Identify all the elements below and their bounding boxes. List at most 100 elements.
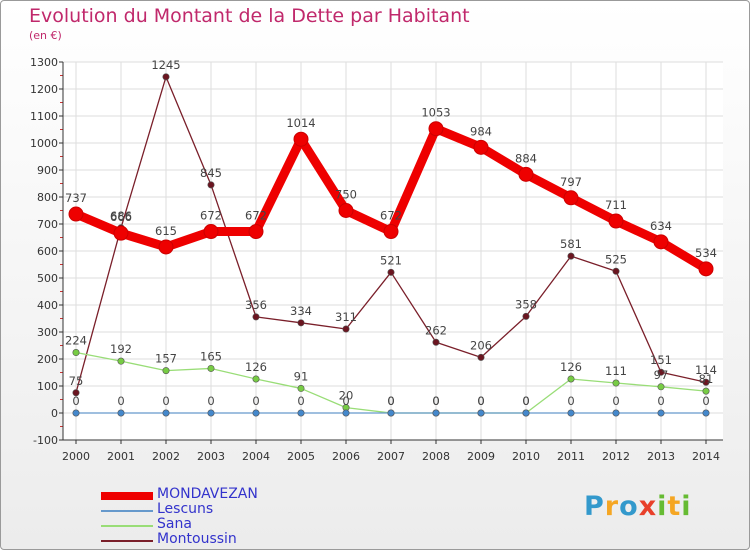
y-tick-label: 100 xyxy=(37,380,58,393)
x-tick-label: 2013 xyxy=(647,450,675,463)
data-point-montoussin xyxy=(297,319,305,327)
data-point-lescuns xyxy=(342,409,350,417)
data-point-lescuns xyxy=(702,409,710,417)
x-tick-label: 2009 xyxy=(467,450,495,463)
data-label-montoussin: 262 xyxy=(425,323,447,337)
legend-label: Sana xyxy=(157,516,192,532)
data-point-lescuns xyxy=(432,409,440,417)
data-label-sana: 224 xyxy=(65,334,87,348)
y-tick-label: 200 xyxy=(37,353,58,366)
data-point-sana xyxy=(297,384,305,392)
data-point-montoussin xyxy=(612,267,620,275)
data-label-lescuns: 0 xyxy=(207,394,214,408)
x-tick-label: 2003 xyxy=(197,450,225,463)
data-point-montoussin xyxy=(387,268,395,276)
legend-label: MONDAVEZAN xyxy=(157,486,258,502)
data-label-sana: 111 xyxy=(605,364,627,378)
data-label-lescuns: 0 xyxy=(72,394,79,408)
data-label-lescuns: 0 xyxy=(117,394,124,408)
data-label-sana: 192 xyxy=(110,342,132,356)
data-label-sana: 91 xyxy=(294,369,309,383)
data-point-lescuns xyxy=(567,409,575,417)
data-label-lescuns: 0 xyxy=(162,394,169,408)
data-label-mondavezan: 1053 xyxy=(421,106,450,120)
data-label-sana: 0 xyxy=(522,394,529,408)
legend-swatch xyxy=(101,492,153,500)
data-point-sana xyxy=(72,349,80,357)
data-point-mondavezan xyxy=(158,239,174,255)
data-point-lescuns xyxy=(297,409,305,417)
data-label-lescuns: 0 xyxy=(657,394,664,408)
data-label-sana: 126 xyxy=(560,360,582,374)
data-point-montoussin xyxy=(522,312,530,320)
data-label-montoussin: 75 xyxy=(69,374,84,388)
data-point-mondavezan xyxy=(653,234,669,250)
data-point-sana xyxy=(207,364,215,372)
data-point-montoussin xyxy=(657,368,665,376)
data-point-montoussin xyxy=(162,73,170,81)
data-label-lescuns: 0 xyxy=(522,394,529,408)
data-label-mondavezan: 672 xyxy=(245,209,267,223)
data-label-montoussin: 1245 xyxy=(151,58,180,72)
data-label-montoussin: 356 xyxy=(245,298,267,312)
y-tick-label: 1200 xyxy=(30,83,58,96)
legend-swatch xyxy=(101,525,153,527)
proxiti-logo: Proxiti xyxy=(584,491,692,522)
x-tick-label: 2014 xyxy=(692,450,720,463)
data-label-mondavezan: 634 xyxy=(650,219,672,233)
data-point-lescuns xyxy=(612,409,620,417)
data-label-mondavezan: 615 xyxy=(155,224,177,238)
x-tick-label: 2001 xyxy=(107,450,135,463)
data-label-lescuns: 0 xyxy=(612,394,619,408)
data-point-montoussin xyxy=(477,353,485,361)
data-label-montoussin: 581 xyxy=(560,237,582,251)
data-point-montoussin xyxy=(72,389,80,397)
x-tick-label: 2006 xyxy=(332,450,360,463)
data-point-mondavezan xyxy=(293,131,309,147)
logo-letter: i xyxy=(681,491,692,522)
data-label-lescuns: 0 xyxy=(432,394,439,408)
data-label-mondavezan: 711 xyxy=(605,198,627,212)
data-label-montoussin: 151 xyxy=(650,353,672,367)
data-label-lescuns: 0 xyxy=(477,394,484,408)
data-label-mondavezan: 666 xyxy=(110,210,132,224)
data-label-mondavezan: 884 xyxy=(515,151,537,165)
data-point-lescuns xyxy=(72,409,80,417)
logo-letter: t xyxy=(667,491,682,522)
data-label-montoussin: 358 xyxy=(515,297,537,311)
x-tick-label: 2008 xyxy=(422,450,450,463)
data-label-sana: 20 xyxy=(339,389,354,403)
data-point-mondavezan xyxy=(383,224,399,240)
y-tick-label: 1300 xyxy=(30,56,58,69)
data-point-mondavezan xyxy=(473,139,489,155)
data-point-mondavezan xyxy=(518,166,534,182)
data-label-lescuns: 0 xyxy=(297,394,304,408)
data-label-mondavezan: 797 xyxy=(560,175,582,189)
y-tick-label: 400 xyxy=(37,299,58,312)
legend-swatch xyxy=(101,510,153,512)
data-point-lescuns xyxy=(387,409,395,417)
y-tick-label: 1100 xyxy=(30,110,58,123)
data-point-montoussin xyxy=(567,252,575,260)
x-tick-label: 2000 xyxy=(62,450,90,463)
data-point-mondavezan xyxy=(203,224,219,240)
data-label-montoussin: 525 xyxy=(605,252,627,266)
logo-letter: P xyxy=(584,491,605,522)
data-label-mondavezan: 984 xyxy=(470,124,492,138)
logo-letter: x xyxy=(638,491,658,522)
data-point-lescuns xyxy=(252,409,260,417)
x-tick-label: 2004 xyxy=(242,450,270,463)
data-point-lescuns xyxy=(162,409,170,417)
legend-label: Montoussin xyxy=(157,531,237,547)
data-label-sana: 97 xyxy=(654,368,669,382)
data-point-mondavezan xyxy=(428,121,444,137)
x-tick-label: 2007 xyxy=(377,450,405,463)
data-point-lescuns xyxy=(522,409,530,417)
data-label-mondavezan: 750 xyxy=(335,188,357,202)
data-point-sana xyxy=(702,387,710,395)
data-label-lescuns: 0 xyxy=(387,394,394,408)
data-point-sana xyxy=(657,383,665,391)
data-label-montoussin: 521 xyxy=(380,253,402,267)
data-label-mondavezan: 672 xyxy=(380,209,402,223)
data-point-sana xyxy=(567,375,575,383)
